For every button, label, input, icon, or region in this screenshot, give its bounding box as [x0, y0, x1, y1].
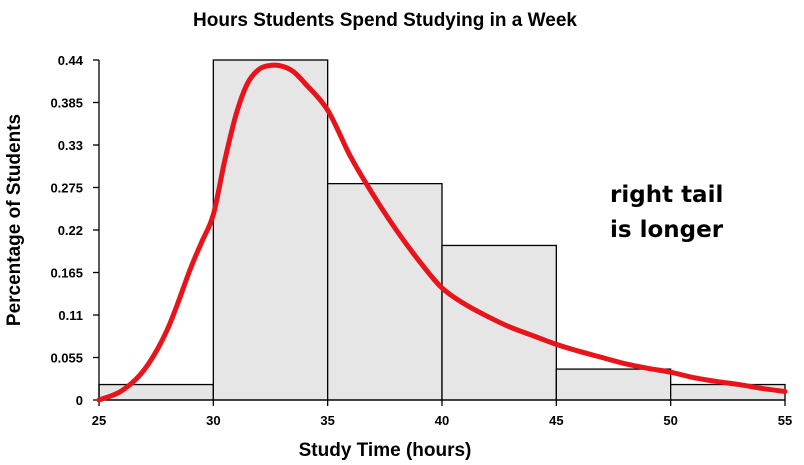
bar-35-40 [327, 182, 443, 401]
x-axis-title: Study Time (hours) [299, 440, 472, 461]
bar-45-50 [555, 368, 672, 401]
y-axis-ticks: 0 0.055 0.11 0.165 0.22 0.275 0.33 0.385 0.44 [50, 53, 99, 408]
density-curve [96, 62, 788, 403]
x-axis-ticks: 25 30 35 40 45 50 55 [92, 400, 792, 428]
y-tick-label: 0.22 [58, 223, 83, 238]
x-tick-label: 40 [435, 413, 449, 428]
x-tick-label: 55 [778, 413, 792, 428]
y-axis-title: Percentage of Students [4, 114, 25, 326]
y-tick-label: 0.165 [50, 266, 83, 281]
x-tick-label: 35 [320, 413, 334, 428]
y-tick-label: 0.275 [50, 181, 83, 196]
x-tick-label: 30 [206, 413, 220, 428]
chart-title: Hours Students Spend Studying in a Week [193, 10, 577, 31]
x-tick-label: 45 [549, 413, 563, 428]
annotation-line-1: right tail [610, 182, 723, 208]
y-tick-label: 0.385 [50, 96, 83, 111]
y-tick-label: 0 [76, 393, 83, 408]
y-tick-label: 0.055 [50, 351, 83, 366]
x-tick-label: 50 [663, 413, 677, 428]
y-tick-label: 0.33 [58, 138, 83, 153]
annotation-line-2: is longer [610, 217, 724, 243]
y-tick-label: 0.44 [58, 53, 84, 68]
y-tick-label: 0.11 [58, 308, 83, 323]
bar-30-35 [212, 59, 329, 401]
x-tick-label: 25 [92, 413, 106, 428]
